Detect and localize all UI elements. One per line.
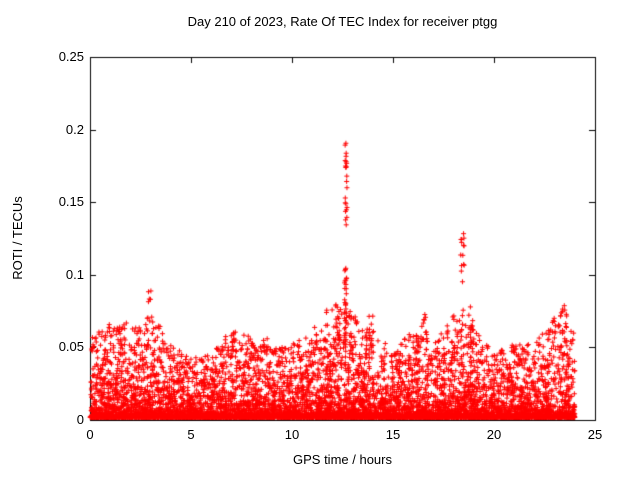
y-tick-label: 0.05 — [58, 339, 84, 355]
y-tick-label: 0.1 — [65, 266, 84, 282]
x-tick-label: 0 — [86, 427, 94, 442]
x-tick-label: 5 — [187, 427, 195, 442]
y-tick-label: 0 — [76, 412, 84, 427]
x-tick-label: 15 — [385, 427, 401, 442]
y-tick-label: 0.2 — [65, 121, 84, 137]
y-tick-label: 0.25 — [58, 49, 84, 64]
y-tick-label: 0.15 — [58, 194, 84, 210]
x-tick-label: 10 — [284, 427, 300, 442]
x-tick-label: 20 — [486, 427, 502, 442]
x-tick-label: 25 — [587, 427, 603, 442]
